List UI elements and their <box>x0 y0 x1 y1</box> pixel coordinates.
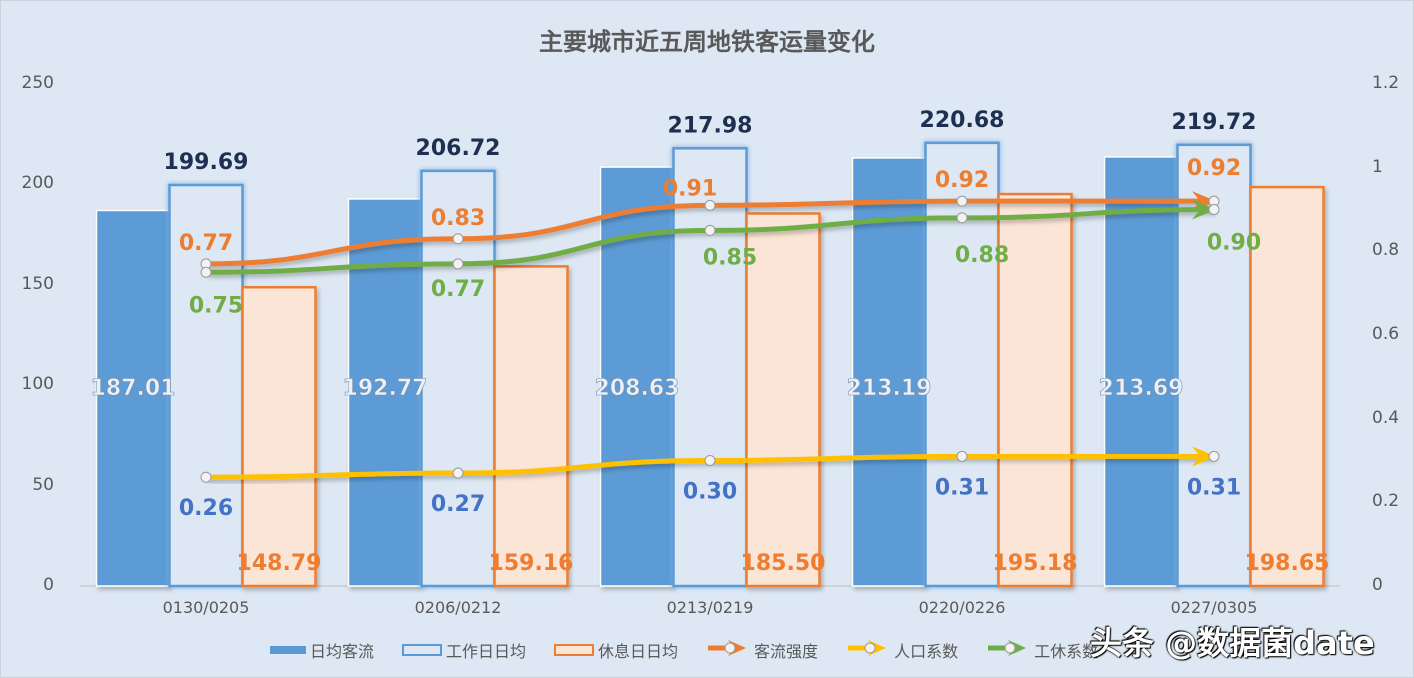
arrow-icon <box>1192 199 1216 220</box>
line-marker <box>200 266 212 278</box>
x-tick: 0227/0305 <box>1170 598 1258 617</box>
x-tick: 0220/0226 <box>918 598 1006 617</box>
line-marker <box>1208 204 1220 215</box>
x-tick: 0206/0212 <box>414 598 502 617</box>
bar-label-daily-avg: 192.77 <box>343 376 428 401</box>
bar-label-weekend-avg: 198.65 <box>1245 551 1330 576</box>
right-y-tick: 1.2 <box>1372 73 1400 93</box>
watermark: 头条 @数据菌date <box>1090 624 1375 662</box>
right-y-tick: 0.2 <box>1372 491 1400 512</box>
line-marker <box>704 199 716 211</box>
bar-label-weekend-avg: 148.79 <box>237 551 322 576</box>
line-label: 0.27 <box>431 492 485 517</box>
legend-item: 日均客流 <box>270 638 374 662</box>
line-marker <box>704 224 716 236</box>
bar-label-daily-avg: 208.63 <box>595 376 680 401</box>
line-marker <box>1208 450 1220 462</box>
right-y-tick: 0 <box>1372 575 1383 595</box>
line-label: 0.92 <box>1187 156 1241 181</box>
legend-label: 人口系数 <box>894 642 959 661</box>
legend-label: 工作日日均 <box>446 642 527 661</box>
legend-swatch <box>402 644 443 656</box>
legend-arrow-icon <box>986 638 1030 662</box>
line-label: 0.31 <box>935 475 989 500</box>
legend-item: 人口系数 <box>846 638 958 662</box>
bar-workday-avg <box>420 169 496 588</box>
line-marker <box>452 258 464 270</box>
bar-workday-avg <box>1176 143 1252 588</box>
legend-item: 休息日日均 <box>554 638 678 662</box>
legend-label: 日均客流 <box>310 642 375 661</box>
bar-weekend-avg <box>241 285 317 588</box>
line-label: 0.77 <box>431 277 485 302</box>
line-label: 0.85 <box>703 245 757 270</box>
bar-label-weekend-avg: 185.50 <box>741 551 826 576</box>
legend-label: 休息日日均 <box>598 642 679 661</box>
arrow-icon <box>1192 446 1216 467</box>
legend-item: 工作日日均 <box>402 638 526 662</box>
bar-label-workday-avg: 219.72 <box>1172 110 1257 135</box>
bar-weekend-avg <box>1249 185 1325 588</box>
bar-label-daily-avg: 213.19 <box>847 376 932 401</box>
line-marker <box>956 450 968 462</box>
bar-daily-avg <box>1103 156 1179 587</box>
bar-daily-avg <box>851 157 927 587</box>
line-label: 0.90 <box>1207 231 1261 256</box>
bar-label-workday-avg: 199.69 <box>164 150 249 175</box>
line-marker <box>452 233 464 245</box>
legend-label: 客流强度 <box>754 642 819 661</box>
line-label: 0.92 <box>935 168 989 193</box>
line-label: 0.91 <box>663 176 717 201</box>
line-label: 0.26 <box>179 496 233 521</box>
bar-workday-avg <box>924 141 1000 588</box>
line-marker <box>704 455 716 466</box>
line-label: 0.31 <box>1187 475 1241 500</box>
legend-swatch <box>554 644 595 656</box>
legend-label: 工休系数 <box>1034 642 1099 661</box>
bar-weekend-avg <box>997 192 1073 588</box>
legend-item: 工休系数 <box>986 638 1098 662</box>
left-y-tick: 100 <box>21 374 54 395</box>
x-tick: 0130/0205 <box>162 598 250 617</box>
bar-label-weekend-avg: 195.18 <box>993 551 1078 576</box>
chart-title: 主要城市近五周地铁客运量变化 <box>539 28 875 56</box>
line-marker <box>956 212 968 224</box>
right-y-tick: 0.6 <box>1372 324 1400 344</box>
right-y-tick: 1 <box>1372 156 1383 177</box>
x-tick: 0213/0219 <box>666 598 754 617</box>
bar-weekend-avg <box>493 265 569 588</box>
line-label: 0.75 <box>189 293 243 318</box>
left-y-tick: 0 <box>43 575 54 595</box>
line-label: 0.77 <box>179 231 233 256</box>
line-label: 0.83 <box>431 206 485 231</box>
bar-weekend-avg <box>745 212 821 588</box>
left-y-tick: 150 <box>21 273 54 294</box>
line-marker <box>200 471 212 483</box>
right-y-tick: 0.4 <box>1372 407 1400 428</box>
legend: 日均客流 工作日日均 休息日日均 客流强度 人口系数 工休系数 <box>270 638 1126 662</box>
line-label: 0.88 <box>955 243 1009 268</box>
legend-swatch <box>270 646 306 654</box>
line-label: 0.30 <box>683 480 737 505</box>
bar-label-daily-avg: 187.01 <box>91 376 176 401</box>
legend-item: 客流强度 <box>706 638 818 662</box>
bar-label-workday-avg: 206.72 <box>416 136 501 161</box>
left-y-tick: 50 <box>32 474 54 495</box>
left-y-tick: 250 <box>21 73 54 93</box>
bar-workday-avg <box>168 183 244 588</box>
bar-workday-avg <box>672 147 748 588</box>
legend-arrow-icon <box>706 638 750 662</box>
bar-label-workday-avg: 220.68 <box>920 108 1005 133</box>
legend-arrow-icon <box>846 638 890 662</box>
bar-label-daily-avg: 213.69 <box>1099 376 1184 401</box>
line-marker <box>956 195 968 207</box>
bar-label-workday-avg: 217.98 <box>668 113 753 138</box>
left-y-tick: 200 <box>21 173 54 194</box>
bar-label-weekend-avg: 159.16 <box>489 551 574 576</box>
line-marker <box>452 467 464 479</box>
right-y-tick: 0.8 <box>1372 240 1400 261</box>
